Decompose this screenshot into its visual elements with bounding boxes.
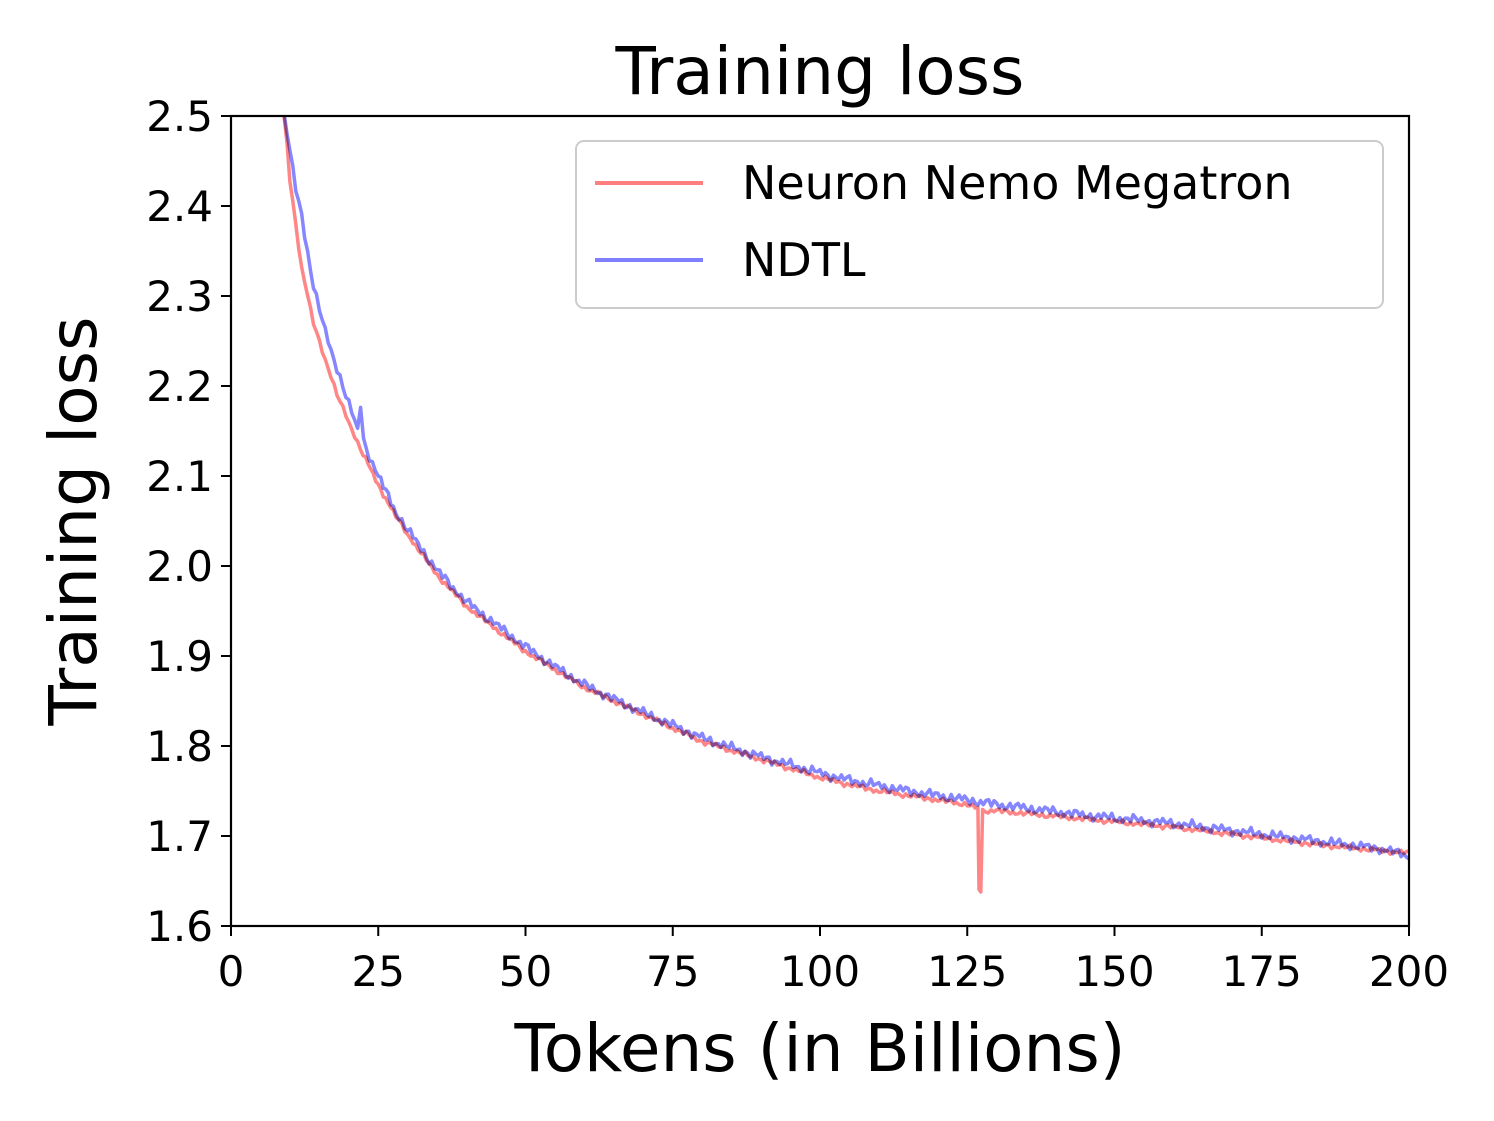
x-tick-label: 50	[499, 947, 552, 996]
y-axis-label: Training loss	[35, 317, 112, 727]
x-tick-label: 100	[780, 947, 860, 996]
x-tick-label: 25	[352, 947, 405, 996]
series-layer	[282, 116, 1409, 894]
y-tick-label: 2.1	[146, 452, 213, 501]
x-axis-label: Tokens (in Billions)	[513, 1010, 1125, 1087]
y-axis: 1.6 1.7 1.8 1.9 2.0 2.1 2.2 2.3 2.4 2.5	[146, 92, 231, 951]
x-axis: 0 25 50 75 100 125 150 175 200	[218, 926, 1449, 996]
series-line-neuron-nemo-megatron	[282, 116, 1409, 894]
legend-label-neuron-nemo-megatron: Neuron Nemo Megatron	[742, 156, 1293, 210]
x-tick-label: 75	[646, 947, 699, 996]
y-tick-label: 2.4	[146, 182, 213, 231]
y-tick-label: 1.9	[146, 632, 213, 681]
x-tick-label: 125	[927, 947, 1007, 996]
y-tick-label: 2.0	[146, 542, 213, 591]
legend-label-ndtl: NDTL	[742, 233, 866, 287]
y-tick-label: 1.8	[146, 722, 213, 771]
y-tick-label: 1.7	[146, 812, 213, 861]
y-tick-label: 2.3	[146, 272, 213, 321]
x-tick-label: 0	[218, 947, 245, 996]
x-tick-label: 150	[1074, 947, 1154, 996]
legend: Neuron Nemo Megatron NDTL	[575, 140, 1384, 309]
y-tick-label: 2.2	[146, 362, 213, 411]
chart-title: Training loss	[615, 33, 1025, 110]
x-tick-label: 175	[1222, 947, 1302, 996]
y-tick-label: 1.6	[146, 902, 213, 951]
x-tick-label: 200	[1369, 947, 1449, 996]
series-line-ndtl	[282, 116, 1409, 861]
legend-box	[575, 140, 1384, 309]
y-tick-label: 2.5	[146, 92, 213, 141]
